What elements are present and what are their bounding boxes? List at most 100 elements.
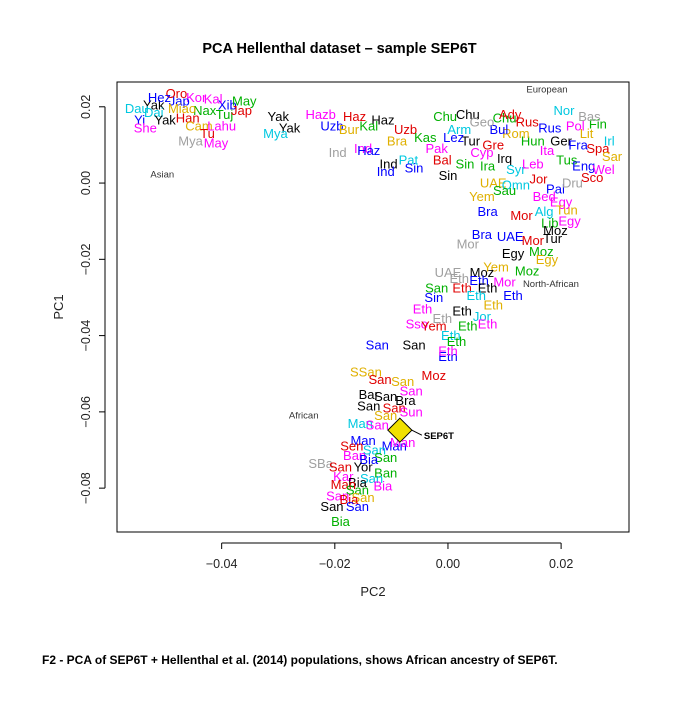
y-axis: 0.02 0.00 −0.02 −0.04 −0.06 −0.08 <box>79 95 106 504</box>
data-point: Sar <box>602 149 623 164</box>
data-point: Man <box>348 416 373 431</box>
data-point: San <box>346 499 369 514</box>
data-point: Eth <box>452 280 472 295</box>
data-point: Ban <box>343 448 366 463</box>
data-point: Haz <box>343 109 366 124</box>
y-axis-label: PC1 <box>51 294 66 319</box>
data-point: Ger <box>550 134 572 149</box>
data-point: Sin <box>424 290 443 305</box>
data-point: Xib <box>218 97 237 112</box>
highlight-leader-line <box>411 429 423 436</box>
data-point: Kas <box>414 130 437 145</box>
data-point: Sin <box>456 156 475 171</box>
data-point: Dau <box>125 101 149 116</box>
data-point: UAE <box>497 229 524 244</box>
data-point: Rus <box>538 120 562 135</box>
data-point: Hun <box>521 134 545 149</box>
data-point: Dru <box>562 176 583 191</box>
data-point: Eth <box>458 319 478 334</box>
data-point: Jap <box>169 94 190 109</box>
data-point: May <box>232 94 257 109</box>
data-point: Hazb <box>305 107 335 122</box>
data-point: Lit <box>580 126 594 141</box>
region-label: North-African <box>523 279 579 290</box>
data-point: Moz <box>470 265 495 280</box>
data-point: Sen <box>340 439 363 454</box>
data-point: Nax <box>193 103 217 118</box>
data-point: Lib <box>541 216 558 231</box>
data-point: Spa <box>586 141 610 156</box>
y-tick-label: −0.08 <box>79 472 93 504</box>
data-point: Bra <box>477 204 498 219</box>
data-point: Pat <box>399 153 419 168</box>
data-point: Pak <box>425 141 448 156</box>
data-point: Bul <box>489 122 508 137</box>
data-point: Eth <box>478 280 498 295</box>
data-point: Yem <box>421 319 447 334</box>
x-tick-label: 0.02 <box>549 557 573 571</box>
data-point: Uzb <box>320 118 343 133</box>
y-tick-label: 0.02 <box>79 95 93 119</box>
data-point: Mya <box>178 134 203 149</box>
data-point: Bra <box>472 227 493 242</box>
data-point: San <box>369 372 392 387</box>
highlight-sample: SEP6T <box>387 417 454 443</box>
data-point: Ind <box>380 156 398 171</box>
data-point: Sco <box>581 170 603 185</box>
data-point: Jor <box>529 172 548 187</box>
data-point: San <box>374 408 397 423</box>
data-point: Ind <box>329 145 347 160</box>
data-point: Bra <box>395 393 416 408</box>
data-point: Mor <box>493 275 516 290</box>
data-point: Yak <box>143 97 165 112</box>
data-point: Yi <box>134 113 145 128</box>
data-point: Cam <box>185 118 212 133</box>
data-point: Bia <box>359 452 379 467</box>
data-point: Miao <box>168 101 196 116</box>
data-point: San <box>346 483 369 498</box>
data-point: Bas <box>578 109 601 124</box>
data-point: Gre <box>482 137 504 152</box>
chart-title: PCA Hellenthal dataset – sample SEP6T <box>202 41 476 57</box>
data-point: Sso <box>406 317 428 332</box>
data-point: Bia <box>348 475 368 490</box>
data-point: Eth <box>450 271 470 286</box>
data-point: Ban <box>374 465 397 480</box>
data-point: Lahu <box>207 118 236 133</box>
region-label: African <box>289 411 319 422</box>
data-point: Bal <box>433 153 452 168</box>
data-point: Eth <box>441 328 461 343</box>
data-point: Rom <box>502 126 529 141</box>
data-point: Nor <box>553 103 575 118</box>
data-point: Sun <box>400 404 423 419</box>
data-point: Sin <box>439 168 458 183</box>
data-point: Yak <box>279 120 301 135</box>
data-point: Eth <box>503 288 523 303</box>
data-point: Dai <box>144 105 164 120</box>
data-point: Eth <box>447 334 467 349</box>
data-point: Tur <box>461 134 481 149</box>
data-point: Yem <box>469 189 495 204</box>
data-point: San <box>374 450 397 465</box>
pca-chart: PCA Hellenthal dataset – sample SEP6T Ya… <box>51 41 630 599</box>
highlight-label: SEP6T <box>424 431 454 442</box>
data-point: SBa <box>308 456 333 471</box>
data-point: San <box>320 499 343 514</box>
data-point: Moz <box>529 244 554 259</box>
data-point: Pal <box>546 181 565 196</box>
data-point: Bra <box>387 134 408 149</box>
data-point: Mor <box>522 233 545 248</box>
data-point: Ady <box>499 107 522 122</box>
data-point: Chu <box>493 111 517 126</box>
data-point: Kal <box>204 92 223 107</box>
data-point: Ind <box>377 164 395 179</box>
data-point: San <box>400 383 423 398</box>
y-tick-label: −0.06 <box>79 396 93 428</box>
data-point: San <box>383 401 406 416</box>
data-point: Wel <box>592 162 614 177</box>
y-tick-label: −0.04 <box>79 320 93 352</box>
x-tick-label: 0.00 <box>436 557 460 571</box>
data-point: Irq <box>497 151 512 166</box>
data-point: Chu <box>433 109 457 124</box>
data-point: Bed <box>533 189 556 204</box>
